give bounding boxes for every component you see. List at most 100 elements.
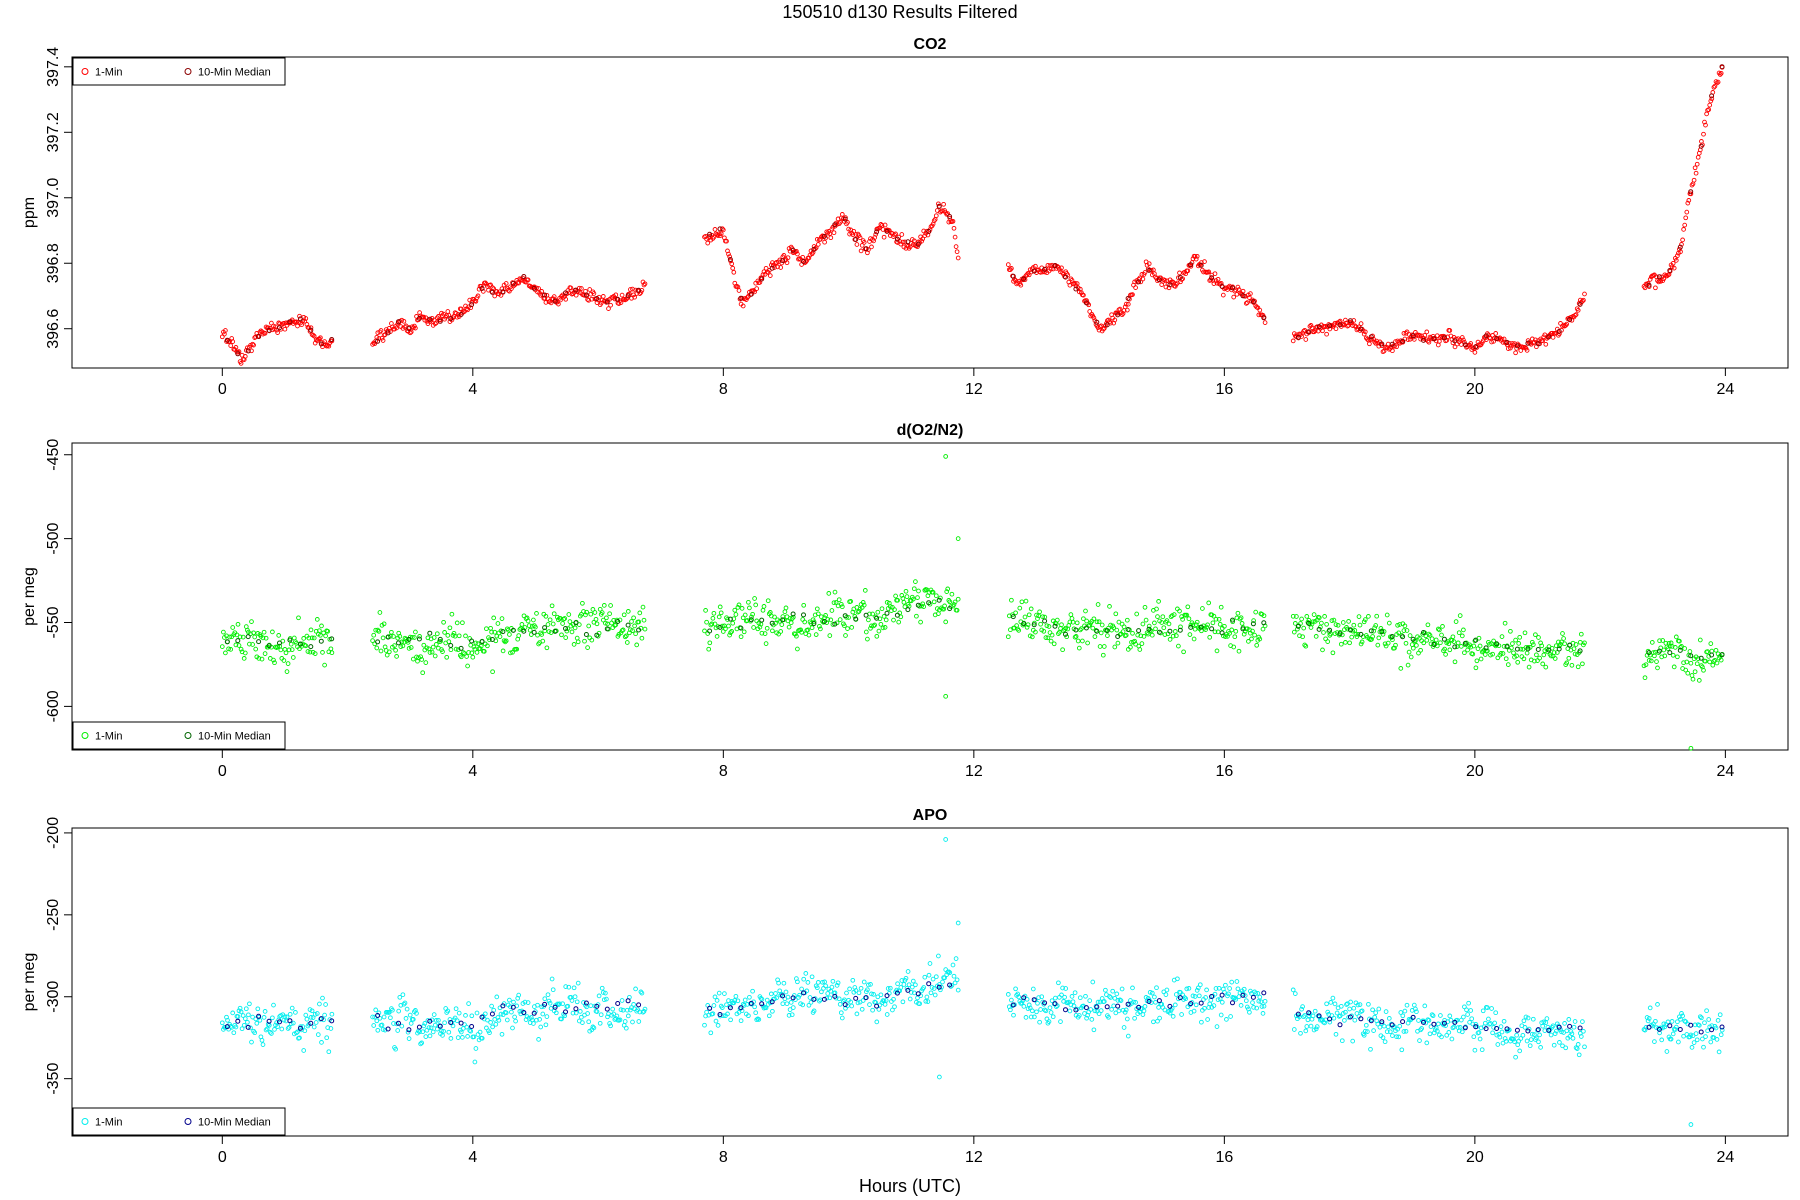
one-min-point: [1427, 632, 1433, 638]
median-point: [1431, 336, 1437, 342]
median-point: [318, 341, 324, 347]
one-min-point: [729, 629, 735, 634]
one-min-point: [284, 669, 290, 674]
one-min-point: [1714, 80, 1720, 86]
one-min-point: [1240, 288, 1246, 294]
one-min-point: [1502, 620, 1508, 626]
one-min-point: [1529, 1031, 1535, 1037]
one-min-point: [1390, 637, 1395, 643]
one-min-point: [1709, 648, 1715, 654]
median-point: [1656, 1026, 1662, 1032]
one-min-point: [1540, 661, 1546, 667]
one-min-point: [1044, 623, 1050, 629]
one-min-point: [1041, 628, 1047, 634]
one-min-point: [1511, 650, 1516, 656]
y-tick-label: -550: [45, 606, 62, 638]
one-min-point: [900, 999, 906, 1005]
one-min-point: [1422, 332, 1428, 338]
one-min-point: [603, 990, 608, 996]
median-point: [552, 1004, 558, 1010]
one-min-point: [1715, 651, 1721, 657]
one-min-point: [1373, 623, 1379, 628]
one-min-point: [871, 992, 876, 997]
one-min-point: [622, 1019, 628, 1024]
one-min-point: [796, 995, 801, 1000]
one-min-point: [1462, 650, 1467, 656]
one-min-point: [783, 989, 789, 995]
one-min-point: [1491, 1025, 1496, 1030]
one-min-point: [1231, 644, 1237, 650]
one-min-point: [1552, 1031, 1558, 1036]
one-min-point: [1143, 617, 1149, 623]
one-min-point: [637, 1009, 643, 1015]
median-point: [1042, 266, 1048, 272]
one-min-point: [874, 633, 880, 639]
one-min-point: [868, 625, 873, 631]
one-min-point: [613, 292, 619, 298]
one-min-point: [563, 296, 569, 302]
one-min-point: [403, 1016, 409, 1021]
one-min-point: [1551, 1042, 1557, 1048]
one-min-point: [731, 1000, 737, 1006]
one-min-point: [1134, 611, 1140, 617]
one-min-point: [1021, 1004, 1027, 1009]
median-point: [510, 627, 516, 633]
one-min-point: [419, 657, 425, 662]
one-min-point: [504, 1017, 510, 1023]
median-point: [1188, 624, 1194, 630]
median-point: [727, 1005, 733, 1011]
one-min-point: [1671, 664, 1677, 670]
one-min-point: [639, 287, 645, 293]
one-min-point: [406, 1036, 412, 1041]
one-min-point: [1493, 1010, 1499, 1016]
one-min-point: [1680, 1013, 1685, 1019]
one-min-point: [814, 606, 820, 612]
one-min-point: [461, 650, 466, 655]
one-min-point: [465, 307, 470, 313]
median-point: [1240, 293, 1246, 299]
one-min-point: [431, 635, 437, 640]
one-min-point: [625, 609, 631, 614]
one-min-point: [1080, 638, 1085, 644]
one-min-point: [1013, 610, 1018, 616]
median-point: [1347, 318, 1353, 324]
one-min-point: [622, 634, 628, 640]
one-min-point: [1717, 72, 1723, 77]
x-tick-label: 16: [1215, 381, 1233, 398]
one-min-point: [1305, 1017, 1311, 1023]
one-min-point: [953, 956, 959, 961]
one-min-point: [1025, 622, 1031, 628]
one-min-point: [636, 1019, 642, 1024]
one-min-point: [1247, 1009, 1252, 1015]
one-min-point: [1319, 620, 1324, 626]
one-min-point: [1513, 637, 1518, 643]
one-min-point: [1325, 1009, 1331, 1015]
one-min-point: [582, 638, 587, 644]
one-min-point: [1347, 1006, 1352, 1012]
median-point: [521, 274, 527, 279]
one-min-point: [536, 1037, 541, 1042]
legend: 1-Min 10-Min Median: [72, 721, 286, 750]
one-min-point: [309, 635, 315, 641]
one-min-point: [295, 1029, 300, 1035]
one-min-point: [819, 234, 824, 240]
median-point: [1494, 336, 1500, 341]
one-min-point: [922, 233, 928, 239]
one-min-point: [1533, 632, 1538, 638]
one-min-point: [1425, 622, 1431, 628]
one-min-point: [1186, 986, 1192, 991]
y-tick-label: -450: [45, 439, 62, 471]
one-min-point: [233, 1024, 239, 1030]
one-min-point: [274, 327, 279, 333]
median-point: [479, 286, 485, 291]
one-min-point: [464, 654, 469, 659]
median-point: [1347, 1014, 1353, 1020]
legend-marker: [81, 68, 89, 75]
one-min-point: [1569, 1031, 1575, 1037]
one-min-point: [325, 628, 331, 634]
one-min-point: [608, 1023, 613, 1029]
median-point: [1156, 998, 1162, 1004]
one-min-point: [448, 647, 454, 653]
one-min-point: [1672, 1027, 1678, 1032]
one-min-point: [314, 617, 320, 622]
